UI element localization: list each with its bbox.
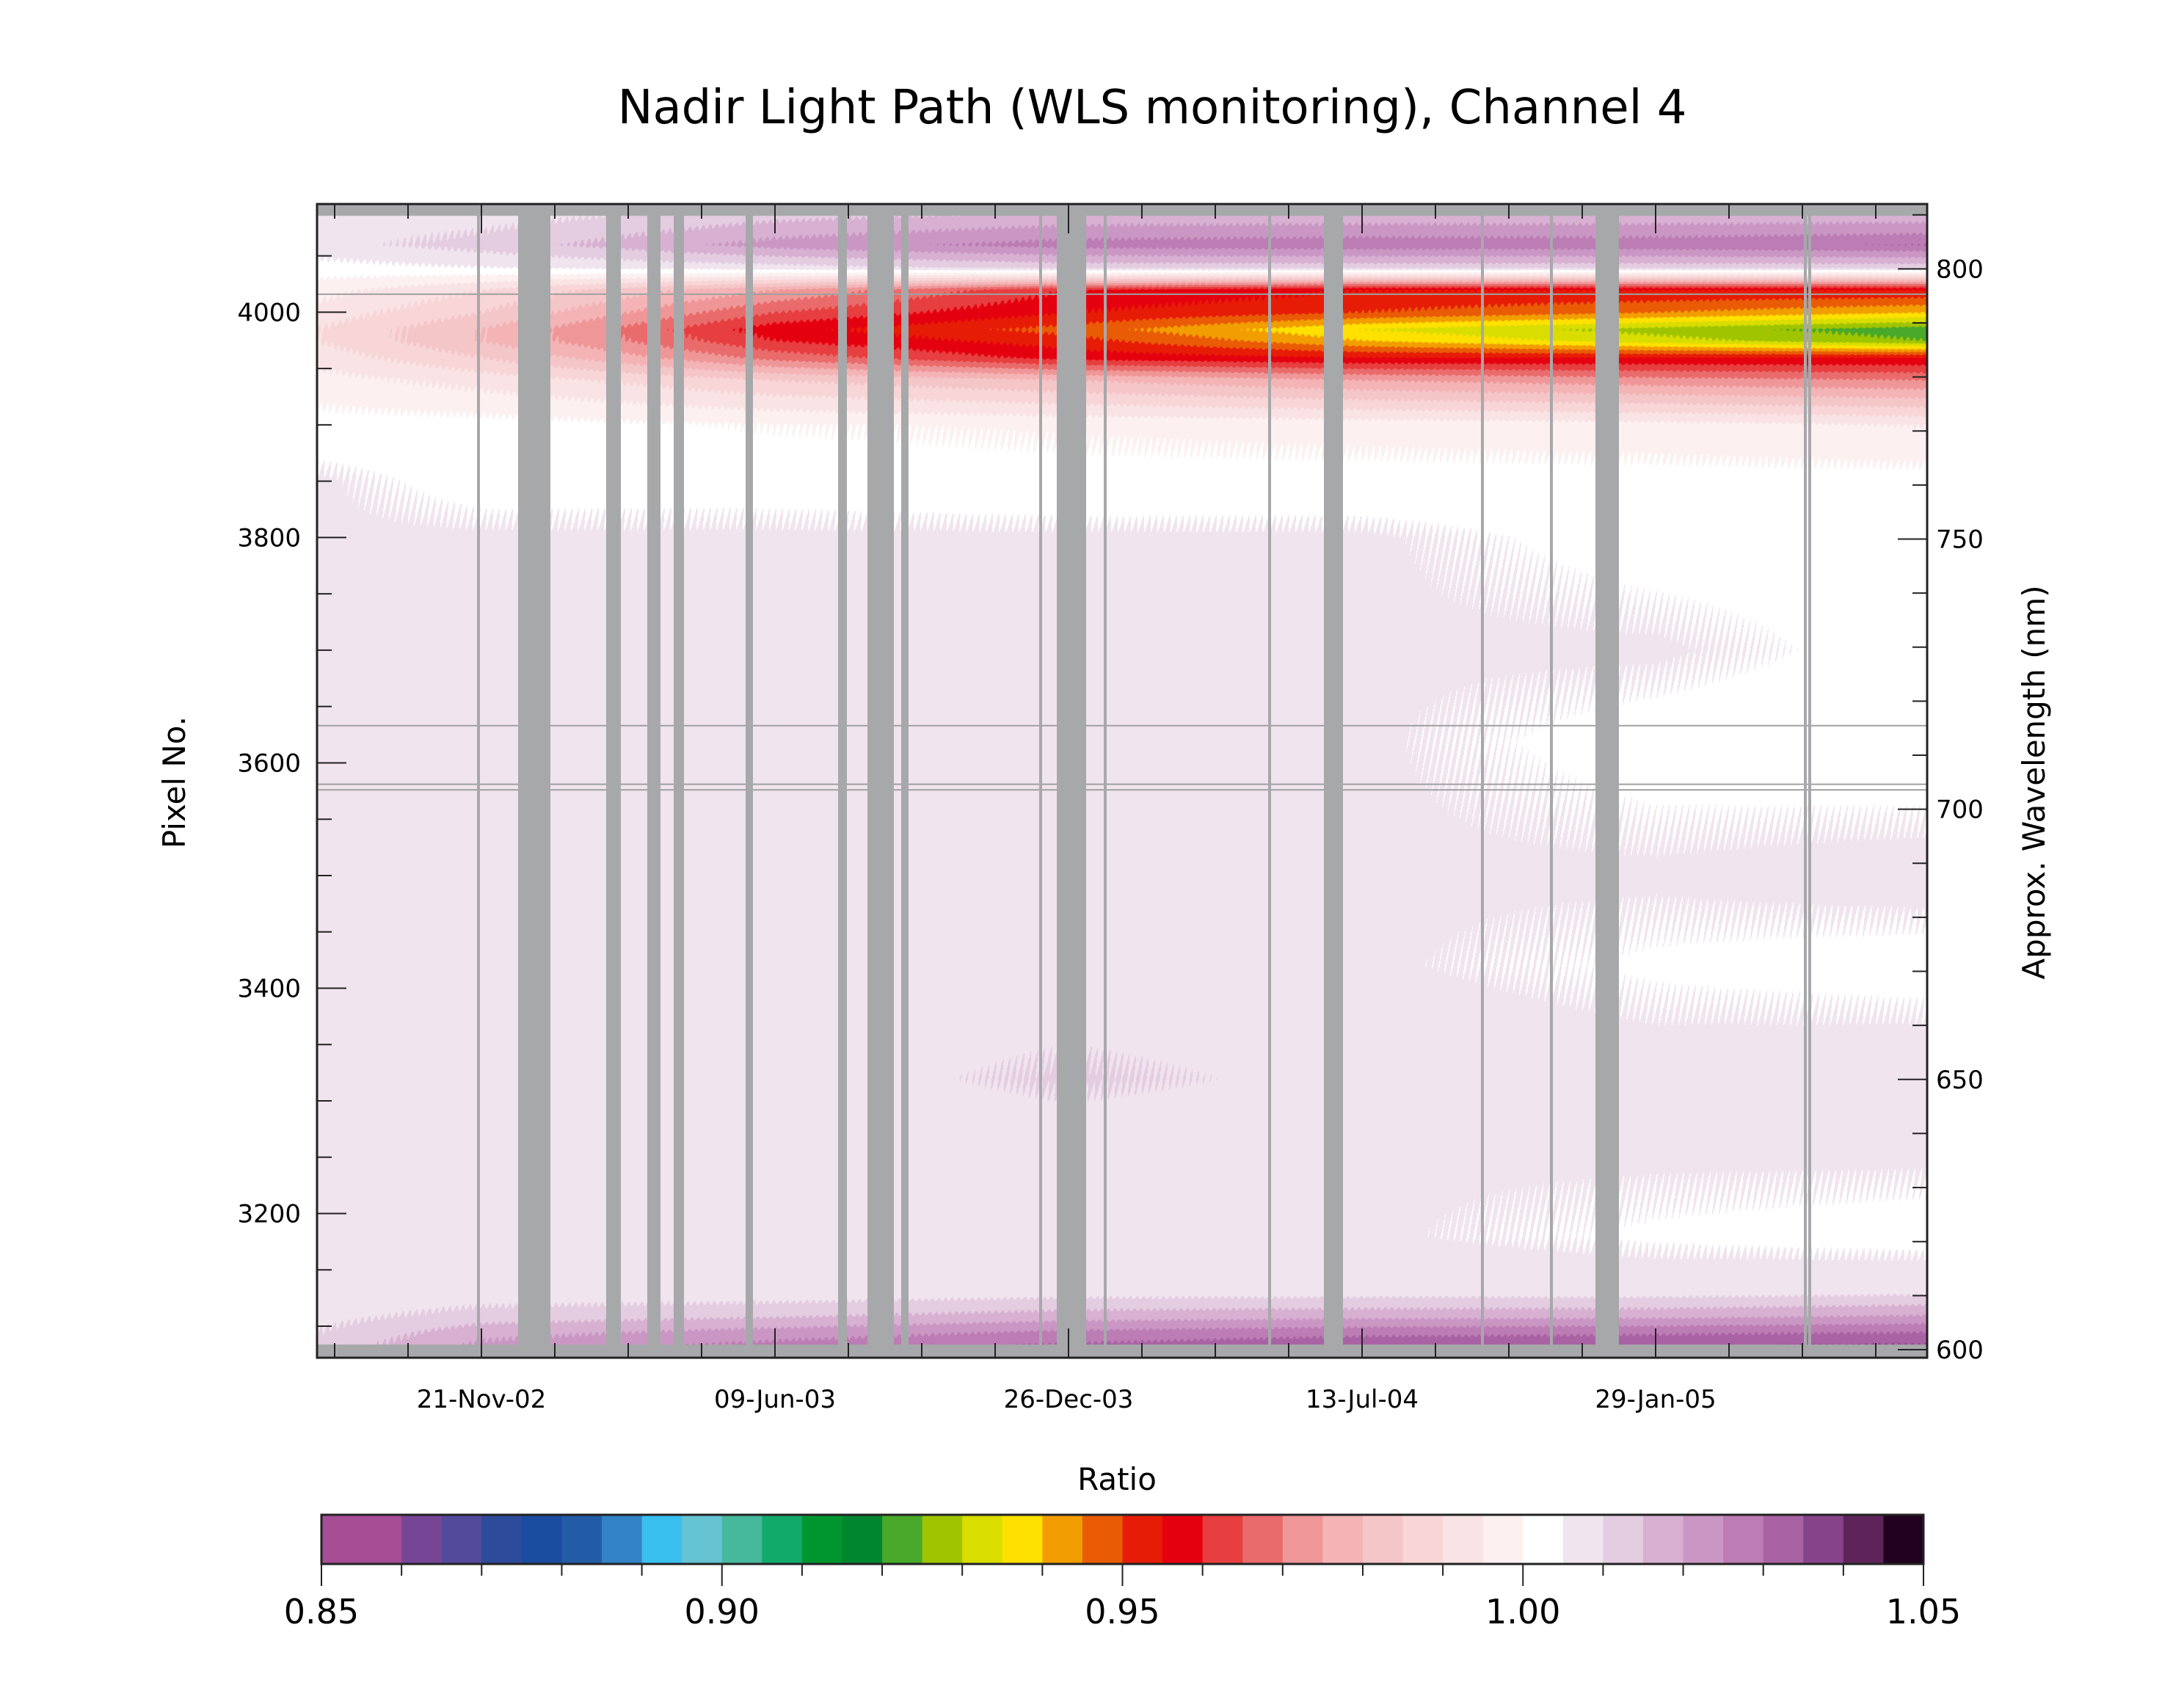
colorbar-swatch: [1843, 1515, 1884, 1564]
colorbar-swatch: [1642, 1515, 1684, 1564]
colorbar-swatch: [962, 1515, 1003, 1564]
y2-axis-label: Approx. Wavelength (nm): [2016, 585, 2052, 979]
data-gap-bar: [1481, 204, 1484, 1358]
colorbar-swatch: [1482, 1515, 1524, 1564]
colorbar-swatch: [1402, 1515, 1444, 1564]
plot-overlay: 21-Nov-02 09-Jun-03 26-Dec-03 13-Jul-04 29-J…: [237, 203, 1984, 1414]
colorbar-swatch: [801, 1515, 842, 1564]
colorbar-swatch: [1282, 1515, 1323, 1564]
colorbar-swatch: [481, 1515, 523, 1564]
data-gap-bar: [647, 204, 660, 1358]
colorbar-swatch: [1603, 1515, 1644, 1564]
data-gap-bar: [518, 204, 550, 1358]
data-gap-bar: [1550, 204, 1553, 1358]
y2-tick-label: 700: [1936, 796, 1984, 825]
y2-tick-label: 750: [1936, 525, 1984, 555]
data-gap-bar: [1324, 204, 1343, 1358]
plot-frame: [316, 203, 1929, 1359]
data-gap-bar: [674, 204, 684, 1358]
colorbar-swatch: [521, 1515, 562, 1564]
colorbar: 0.85 0.90 0.95 1.00 1.05: [284, 1513, 1961, 1631]
colorbar-swatch: [1002, 1515, 1043, 1564]
data-gap-bar: [1268, 204, 1271, 1358]
y-tick-label: 3400: [237, 974, 301, 1003]
colorbar-swatch: [1683, 1515, 1724, 1564]
colorbar-swatch: [1803, 1515, 1844, 1564]
data-gap-bar: [1804, 204, 1807, 1358]
y-tick-label: 3200: [237, 1200, 301, 1229]
y-tick-label: 3600: [237, 749, 301, 778]
colorbar-swatch: [1883, 1515, 1924, 1564]
colorbar-swatch: [882, 1515, 923, 1564]
data-gap-bar: [838, 204, 847, 1358]
heatmap-canvas: [317, 204, 1927, 1358]
colorbar-swatch: [1763, 1515, 1804, 1564]
data-gap-bar: [901, 204, 909, 1358]
colorbar-swatch: [922, 1515, 963, 1564]
colorbar-swatch: [1523, 1515, 1564, 1564]
colorbar-swatch: [842, 1515, 883, 1564]
colorbar-tick-label: 1.05: [1886, 1592, 1961, 1631]
colorbar-tick-label: 0.95: [1085, 1592, 1160, 1631]
colorbar-swatch: [1122, 1515, 1163, 1564]
data-gap-bar: [1104, 204, 1107, 1358]
colorbar-swatch: [602, 1515, 643, 1564]
colorbar-swatch: [1162, 1515, 1204, 1564]
colorbar-swatch: [1202, 1515, 1243, 1564]
colorbar-tick-label: 0.90: [685, 1592, 760, 1631]
colorbar-swatch: [1362, 1515, 1404, 1564]
colorbar-swatch: [641, 1515, 682, 1564]
colorbar-tick-label: 0.85: [284, 1592, 359, 1631]
colorbar-swatch: [1562, 1515, 1604, 1564]
x-tick-label: 13-Jul-04: [1306, 1385, 1419, 1414]
colorbar-swatch: [401, 1515, 443, 1564]
colorbar-swatch: [1082, 1515, 1123, 1564]
colorbar-swatch: [1443, 1515, 1484, 1564]
colorbar-swatch: [721, 1515, 762, 1564]
data-gap-bar: [1808, 204, 1811, 1358]
data-gap-bar: [867, 204, 894, 1358]
colorbar-swatch: [762, 1515, 803, 1564]
x-tick-label: 29-Jan-05: [1595, 1385, 1716, 1414]
y-tick-label: 4000: [237, 298, 301, 327]
colorbar-swatch: [1723, 1515, 1764, 1564]
colorbar-swatch: [1042, 1515, 1083, 1564]
colorbar-tick-label: 1.00: [1485, 1592, 1560, 1631]
y-tick-label: 3800: [237, 523, 301, 553]
y-axis-label: Pixel No.: [156, 716, 192, 848]
y2-tick-label: 650: [1936, 1066, 1984, 1095]
data-gap-bar: [1595, 204, 1619, 1358]
data-gap-bar: [746, 204, 753, 1358]
colorbar-swatch: [1242, 1515, 1284, 1564]
x-tick-label: 26-Dec-03: [1004, 1385, 1134, 1414]
data-gap-bar: [1057, 204, 1086, 1358]
data-gap-bar: [1039, 204, 1042, 1358]
chart-title: Nadir Light Path (WLS monitoring), Chann…: [618, 81, 1687, 135]
y2-tick-label: 800: [1936, 255, 1984, 284]
colorbar-swatch: [361, 1515, 402, 1564]
colorbar-swatch: [561, 1515, 603, 1564]
data-gap-bar: [606, 204, 621, 1358]
x-tick-label: 21-Nov-02: [417, 1385, 547, 1414]
colorbar-swatch: [682, 1515, 723, 1564]
colorbar-label: Ratio: [1077, 1461, 1157, 1497]
y2-tick-label: 600: [1936, 1336, 1984, 1365]
colorbar-swatch: [441, 1515, 482, 1564]
colorbar-swatch: [1322, 1515, 1364, 1564]
x-tick-label: 09-Jun-03: [714, 1385, 836, 1414]
data-gap-bar: [477, 204, 480, 1358]
colorbar-swatch: [321, 1515, 363, 1564]
